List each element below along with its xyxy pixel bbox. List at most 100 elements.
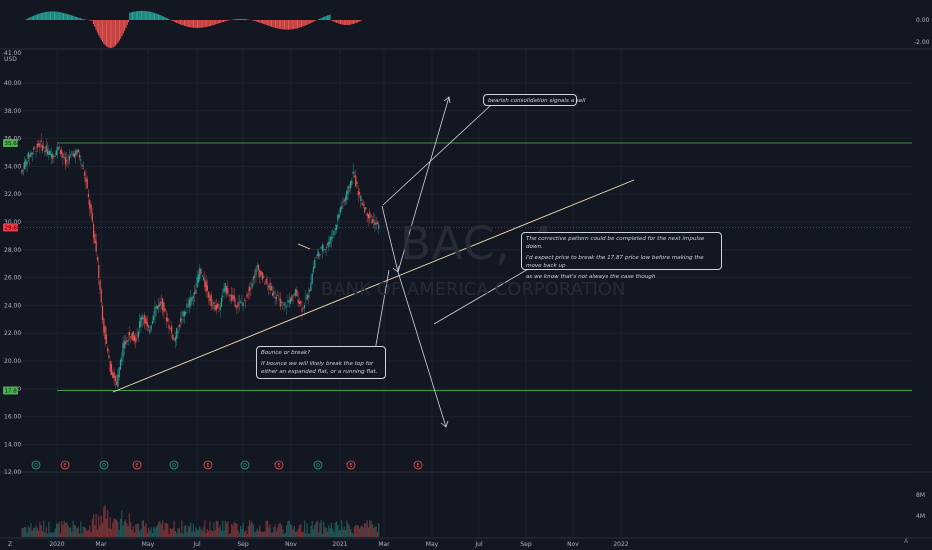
x-tick-label: 2021 xyxy=(332,541,347,548)
osc-bar xyxy=(131,12,133,20)
earnings-marker[interactable]: E xyxy=(203,460,213,470)
osc-bar xyxy=(211,20,213,26)
candle-body xyxy=(378,224,380,229)
candle-body xyxy=(263,276,265,278)
candle-body xyxy=(40,140,42,142)
candle-body xyxy=(119,360,122,370)
candle-body xyxy=(361,202,363,205)
volume-bar xyxy=(332,528,334,537)
candle-body xyxy=(39,143,41,148)
marker-circle xyxy=(240,460,250,470)
candle-body xyxy=(206,285,208,291)
volume-bar xyxy=(109,517,111,537)
volume-bar xyxy=(177,527,179,537)
volume-bar xyxy=(209,521,211,537)
osc-bar xyxy=(334,20,336,23)
volume-bar xyxy=(364,522,366,537)
volume-bar xyxy=(228,533,230,537)
candle-body xyxy=(240,301,242,303)
candle-body xyxy=(208,291,210,298)
volume-bar xyxy=(127,526,129,537)
osc-bar xyxy=(200,20,202,28)
candle-body xyxy=(213,302,215,305)
osc-bar xyxy=(117,20,119,43)
osc-bar xyxy=(42,12,44,20)
dividend-marker[interactable]: D xyxy=(240,460,250,470)
volume-bar xyxy=(140,529,142,537)
dividend-marker[interactable]: D xyxy=(31,460,41,470)
candle-body xyxy=(373,219,375,222)
earnings-marker[interactable]: E xyxy=(413,460,423,470)
x-tick-label: May xyxy=(142,541,155,548)
volume-bar xyxy=(158,521,160,537)
volume-bar xyxy=(53,532,55,537)
volume-bar xyxy=(173,520,175,537)
osc-bar xyxy=(333,20,335,22)
candle-body xyxy=(81,164,83,167)
candle-body xyxy=(185,312,187,314)
osc-bar xyxy=(203,20,205,28)
earnings-marker[interactable]: E xyxy=(60,460,70,470)
candle-body xyxy=(252,276,255,280)
marker-circle xyxy=(99,460,109,470)
note-corrective-pattern[interactable]: The corrective pattern could be complete… xyxy=(521,232,722,280)
volume-bar xyxy=(46,533,49,537)
marker-label: E xyxy=(135,463,138,469)
volume-bar xyxy=(356,525,358,537)
x-tick-label: Mar xyxy=(95,541,107,548)
volume-bar xyxy=(94,525,96,537)
note-bounce-or-break[interactable]: Bounce or break? If bounce we will likel… xyxy=(256,346,386,379)
candle-body xyxy=(367,214,370,219)
osc-bar xyxy=(108,20,110,48)
candle-body xyxy=(191,296,193,301)
osc-bar xyxy=(116,20,118,45)
candle-body xyxy=(339,207,341,213)
dividend-marker[interactable]: D xyxy=(169,460,179,470)
candle-body xyxy=(48,151,50,155)
candle-body xyxy=(296,289,298,297)
drawings[interactable] xyxy=(112,96,635,428)
y-tick-label: 20.00 xyxy=(4,358,21,365)
osc-bar xyxy=(284,20,286,30)
osc-bar xyxy=(272,20,274,28)
volume-bar xyxy=(105,518,107,537)
osc-bar xyxy=(320,18,322,20)
osc-bar xyxy=(337,20,339,24)
vol-tick-label: 8M xyxy=(916,492,925,499)
osc-bar xyxy=(103,20,105,44)
candle-body xyxy=(356,181,358,184)
earnings-marker[interactable]: E xyxy=(346,460,356,470)
candle-body xyxy=(158,304,160,308)
candle-body xyxy=(123,340,125,348)
candle-body xyxy=(227,288,229,295)
note-bearish-consolidation[interactable]: bearish consolidation signals a sell xyxy=(483,94,585,106)
candle-body xyxy=(214,305,216,311)
osc-bar xyxy=(277,20,279,29)
candle-body xyxy=(136,334,138,336)
osc-bar xyxy=(332,20,334,22)
volume-bar xyxy=(54,528,56,537)
osc-bar xyxy=(321,17,323,20)
volume-bar xyxy=(75,525,77,537)
candle-body xyxy=(346,190,348,200)
volume-bar xyxy=(309,533,311,537)
volume-bar xyxy=(183,526,185,537)
osc-bar xyxy=(306,20,308,25)
volume-bar xyxy=(211,531,214,537)
dividend-marker[interactable]: D xyxy=(99,460,109,470)
volume-bar xyxy=(41,530,44,537)
auto-scale-button[interactable]: A xyxy=(904,538,909,545)
osc-bar xyxy=(52,11,54,20)
volume-bar xyxy=(251,521,253,537)
volume-bar xyxy=(324,526,326,537)
volume-bar xyxy=(204,520,206,537)
earnings-marker[interactable]: E xyxy=(274,460,284,470)
price-label: 35.68 xyxy=(5,141,21,147)
earnings-marker[interactable]: E xyxy=(132,460,142,470)
osc-bar xyxy=(206,20,208,27)
candle-body xyxy=(150,325,152,330)
candle-body xyxy=(298,301,301,305)
dividend-marker[interactable]: D xyxy=(313,460,323,470)
